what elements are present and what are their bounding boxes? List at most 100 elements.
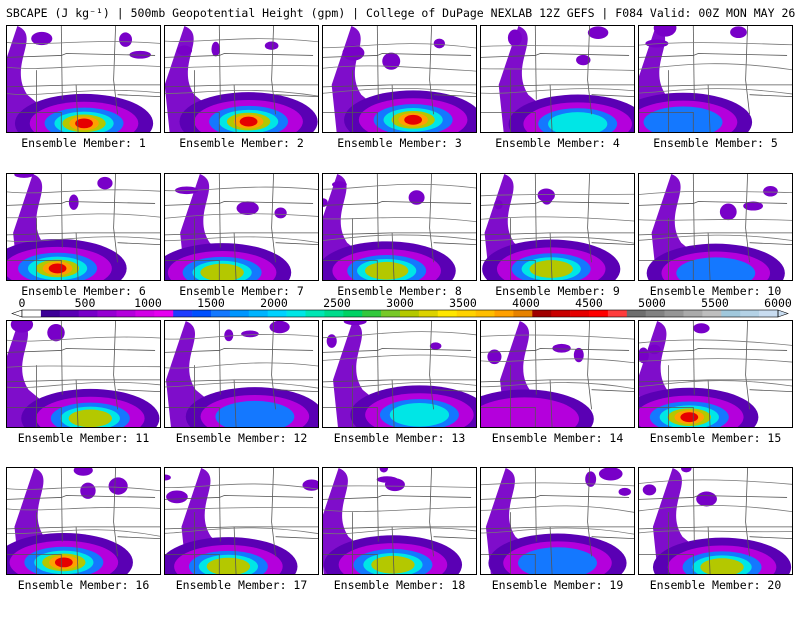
ensemble-member-panel: Ensemble Member: 10 [638,173,793,323]
ensemble-member-panel: Ensemble Member: 2 [164,25,319,175]
colorbar-tick-label: 0 [18,296,26,310]
colorbar-swatch [22,310,42,317]
ensemble-member-label: Ensemble Member: 12 [175,431,308,445]
colorbar-swatch [362,310,382,317]
ensemble-member-panel: Ensemble Member: 14 [480,320,635,470]
sbcape-map [164,320,319,428]
colorbar-swatch [400,310,420,317]
ensemble-member-label: Ensemble Member: 6 [21,284,146,298]
sbcape-map [6,25,161,133]
ensemble-member-label: Ensemble Member: 8 [337,284,462,298]
colorbar-swatch [645,310,665,317]
colorbar-swatch [135,310,155,317]
colorbar-swatch [456,310,476,317]
ensemble-member-panel: Ensemble Member: 16 [6,467,161,617]
sbcape-map [322,320,477,428]
ensemble-member-panel: Ensemble Member: 5 [638,25,793,175]
colorbar-swatches [11,309,789,318]
colorbar-swatch [324,310,344,317]
colorbar-swatch [513,310,533,317]
sbcape-map [164,467,319,575]
sbcape-map [638,467,793,575]
colorbar-swatch [97,310,117,317]
colorbar-swatch [78,310,98,317]
colorbar-tick-label: 3500 [449,296,477,310]
ensemble-member-label: Ensemble Member: 9 [495,284,620,298]
sbcape-map [480,320,635,428]
colorbar: 0 500 1000 1500 2000 2500 3000 3500 4000 4500 5000… [8,296,792,320]
ensemble-member-label: Ensemble Member: 20 [649,578,782,592]
ensemble-member-label: Ensemble Member: 19 [491,578,624,592]
sbcape-map [480,173,635,281]
colorbar-swatch [59,310,79,317]
colorbar-tick-label: 2500 [323,296,351,310]
ensemble-member-label: Ensemble Member: 1 [21,136,146,150]
colorbar-swatch [589,310,609,317]
ensemble-member-panel: Ensemble Member: 19 [480,467,635,617]
ensemble-member-label: Ensemble Member: 5 [653,136,778,150]
colorbar-swatch [343,310,363,317]
colorbar-swatch [381,310,401,317]
ensemble-member-panel: Ensemble Member: 11 [6,320,161,470]
colorbar-swatch [305,310,325,317]
colorbar-tick-label: 5000 [638,296,666,310]
colorbar-tick-label: 1000 [134,296,162,310]
ensemble-member-label: Ensemble Member: 13 [333,431,466,445]
colorbar-right-arrow [777,309,789,318]
colorbar-tick-label: 1500 [197,296,225,310]
colorbar-swatch [702,310,722,317]
ensemble-member-panel: Ensemble Member: 13 [322,320,477,470]
colorbar-swatch [721,310,741,317]
colorbar-swatch [475,310,495,317]
ensemble-member-panel: Ensemble Member: 18 [322,467,477,617]
sbcape-map [322,467,477,575]
ensemble-member-panel: Ensemble Member: 9 [480,173,635,323]
sbcape-map [6,320,161,428]
ensemble-member-panel: Ensemble Member: 8 [322,173,477,323]
colorbar-tick-label: 500 [74,296,96,310]
colorbar-swatch [570,310,590,317]
ensemble-member-label: Ensemble Member: 17 [175,578,308,592]
ensemble-member-label: Ensemble Member: 11 [17,431,150,445]
colorbar-tick-label: 4500 [575,296,603,310]
ensemble-member-label: Ensemble Member: 4 [495,136,620,150]
colorbar-swatch [173,310,193,317]
colorbar-swatch [286,310,306,317]
colorbar-swatch [551,310,571,317]
ensemble-member-label: Ensemble Member: 10 [649,284,782,298]
sbcape-map [480,25,635,133]
ensemble-member-label: Ensemble Member: 7 [179,284,304,298]
colorbar-swatch [40,310,61,317]
colorbar-swatch [418,310,439,317]
colorbar-swatch [683,310,703,317]
ensemble-member-panel: Ensemble Member: 6 [6,173,161,323]
colorbar-swatch [664,310,684,317]
colorbar-tick-label: 2000 [260,296,288,310]
colorbar-swatch [532,310,552,317]
ensemble-member-label: Ensemble Member: 3 [337,136,462,150]
colorbar-left-arrow [11,309,23,318]
colorbar-swatch [626,310,646,317]
colorbar-swatch [759,310,779,317]
sbcape-map [480,467,635,575]
ensemble-member-panel: Ensemble Member: 4 [480,25,635,175]
figure-title: SBCAPE (J kg⁻¹) | 500mb Geopotential Hei… [6,6,800,20]
ensemble-member-panel: Ensemble Member: 1 [6,25,161,175]
colorbar-swatch [211,310,231,317]
ensemble-member-panel: Ensemble Member: 17 [164,467,319,617]
colorbar-tick-label: 6000 [764,296,792,310]
colorbar-tick-label: 5500 [701,296,729,310]
sbcape-map [638,25,793,133]
colorbar-swatch [229,310,250,317]
sbcape-map [164,25,319,133]
colorbar-swatch [267,310,287,317]
colorbar-tick-label: 3000 [386,296,414,310]
colorbar-swatch [494,310,514,317]
colorbar-swatch [437,310,457,317]
colorbar-swatch [192,310,212,317]
ensemble-member-label: Ensemble Member: 18 [333,578,466,592]
sbcape-map [638,320,793,428]
ensemble-member-label: Ensemble Member: 14 [491,431,624,445]
colorbar-swatch [116,310,136,317]
colorbar-swatch [607,310,628,317]
